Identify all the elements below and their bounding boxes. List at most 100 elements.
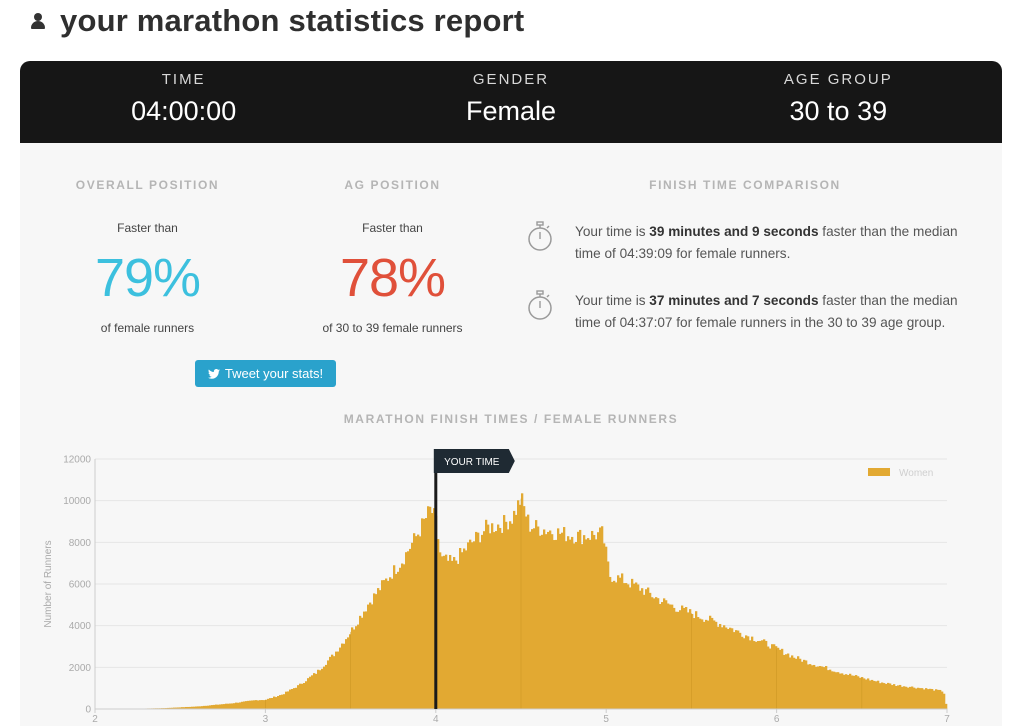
histogram-bar: [353, 629, 356, 709]
histogram-bar: [685, 607, 688, 709]
overall-position-label: OVERALL POSITION: [75, 178, 220, 192]
histogram-bar: [567, 536, 570, 709]
histogram-bar: [809, 664, 812, 709]
histogram-bar: [387, 580, 390, 709]
histogram-bar: [679, 610, 682, 709]
histogram-bar: [693, 618, 696, 709]
histogram-bar: [249, 700, 252, 709]
histogram-bar: [463, 548, 466, 709]
histogram-bar: [633, 583, 636, 709]
histogram-bar: [599, 527, 602, 709]
histogram-bar: [749, 640, 752, 709]
histogram-bar: [843, 674, 846, 709]
y-tick-label: 0: [85, 705, 91, 716]
histogram-bar: [591, 530, 594, 709]
your-time-flag: [433, 449, 515, 473]
histogram-bar: [377, 588, 380, 709]
histogram-bar: [301, 683, 304, 709]
histogram-bar: [425, 518, 428, 709]
histogram-bar: [677, 611, 680, 709]
histogram-bar: [741, 636, 744, 709]
histogram-bar: [553, 540, 556, 709]
histogram-bar: [605, 546, 608, 709]
page-header: your marathon statistics report: [30, 0, 524, 42]
histogram-bar: [459, 548, 462, 709]
histogram-bar: [503, 515, 506, 709]
histogram-bar: [345, 639, 348, 709]
histogram-bar: [671, 604, 674, 709]
histogram-bar: [405, 552, 408, 709]
histogram-bar: [921, 688, 924, 709]
histogram-bar: [829, 669, 832, 709]
histogram-bar: [609, 576, 612, 709]
histogram-bar: [357, 624, 360, 709]
histogram-bar: [837, 672, 840, 709]
histogram-bar: [911, 686, 914, 709]
histogram-bar: [389, 577, 392, 709]
tweet-label: Tweet your stats!: [224, 366, 324, 381]
histogram-bar: [173, 707, 176, 709]
histogram-bar: [739, 632, 742, 709]
histogram-bar: [827, 670, 830, 709]
histogram-bar: [203, 705, 206, 709]
histogram-bar: [307, 678, 310, 709]
x-tick-label: 5: [603, 714, 609, 725]
histogram-bar: [675, 611, 678, 709]
histogram-bar: [617, 575, 620, 709]
histogram-bar: [221, 704, 224, 709]
histogram-bar: [223, 704, 226, 709]
histogram-bar: [181, 707, 184, 709]
histogram-bar: [897, 685, 900, 709]
histogram-bar: [907, 687, 910, 709]
histogram-bar: [439, 552, 442, 709]
histogram-bar: [397, 571, 400, 709]
histogram-bar: [867, 678, 870, 709]
histogram-bar: [839, 673, 842, 709]
histogram-bar: [887, 682, 890, 709]
histogram-bar: [635, 582, 638, 709]
histogram-bar: [329, 656, 332, 709]
summary-label: TIME: [161, 71, 206, 88]
histogram-bar: [735, 630, 738, 709]
histogram-bar: [309, 676, 312, 709]
histogram-bar: [423, 518, 426, 709]
histogram-bar: [537, 526, 540, 709]
histogram-bar: [637, 584, 640, 709]
histogram-bar: [765, 640, 768, 709]
histogram-bar: [691, 613, 694, 709]
histogram-bar: [855, 675, 858, 709]
histogram-bar: [477, 532, 480, 709]
histogram-bar: [943, 693, 946, 709]
histogram-bar: [371, 604, 374, 709]
histogram-bar: [665, 600, 668, 709]
histogram-bar: [333, 656, 336, 709]
histogram-bar: [479, 542, 482, 709]
histogram-bar: [769, 648, 772, 709]
histogram-bar: [429, 506, 432, 709]
histogram-bar: [865, 679, 868, 709]
histogram-bar: [915, 688, 918, 709]
histogram-bar: [419, 536, 422, 709]
histogram-bar: [925, 688, 928, 709]
histogram-bar: [815, 666, 818, 709]
histogram-bar: [903, 686, 906, 709]
legend-label: Women: [899, 468, 933, 479]
histogram-bar: [201, 706, 204, 709]
histogram-bar: [263, 700, 266, 709]
tweet-stats-button[interactable]: Tweet your stats!: [195, 360, 336, 387]
histogram-bar: [321, 668, 324, 709]
histogram-bar: [705, 619, 708, 709]
histogram-bar: [783, 654, 786, 709]
histogram-bar: [511, 523, 514, 709]
y-tick-label: 10000: [63, 496, 91, 507]
histogram-bar: [465, 550, 468, 709]
histogram-bar: [453, 557, 456, 709]
histogram-bar: [745, 635, 748, 709]
y-tick-label: 4000: [69, 621, 92, 632]
histogram-bar: [485, 519, 488, 709]
histogram-bar: [561, 532, 564, 709]
histogram-bar: [905, 686, 908, 709]
histogram-bar: [481, 534, 484, 709]
histogram-bar: [179, 707, 182, 709]
histogram-bar: [327, 660, 330, 709]
